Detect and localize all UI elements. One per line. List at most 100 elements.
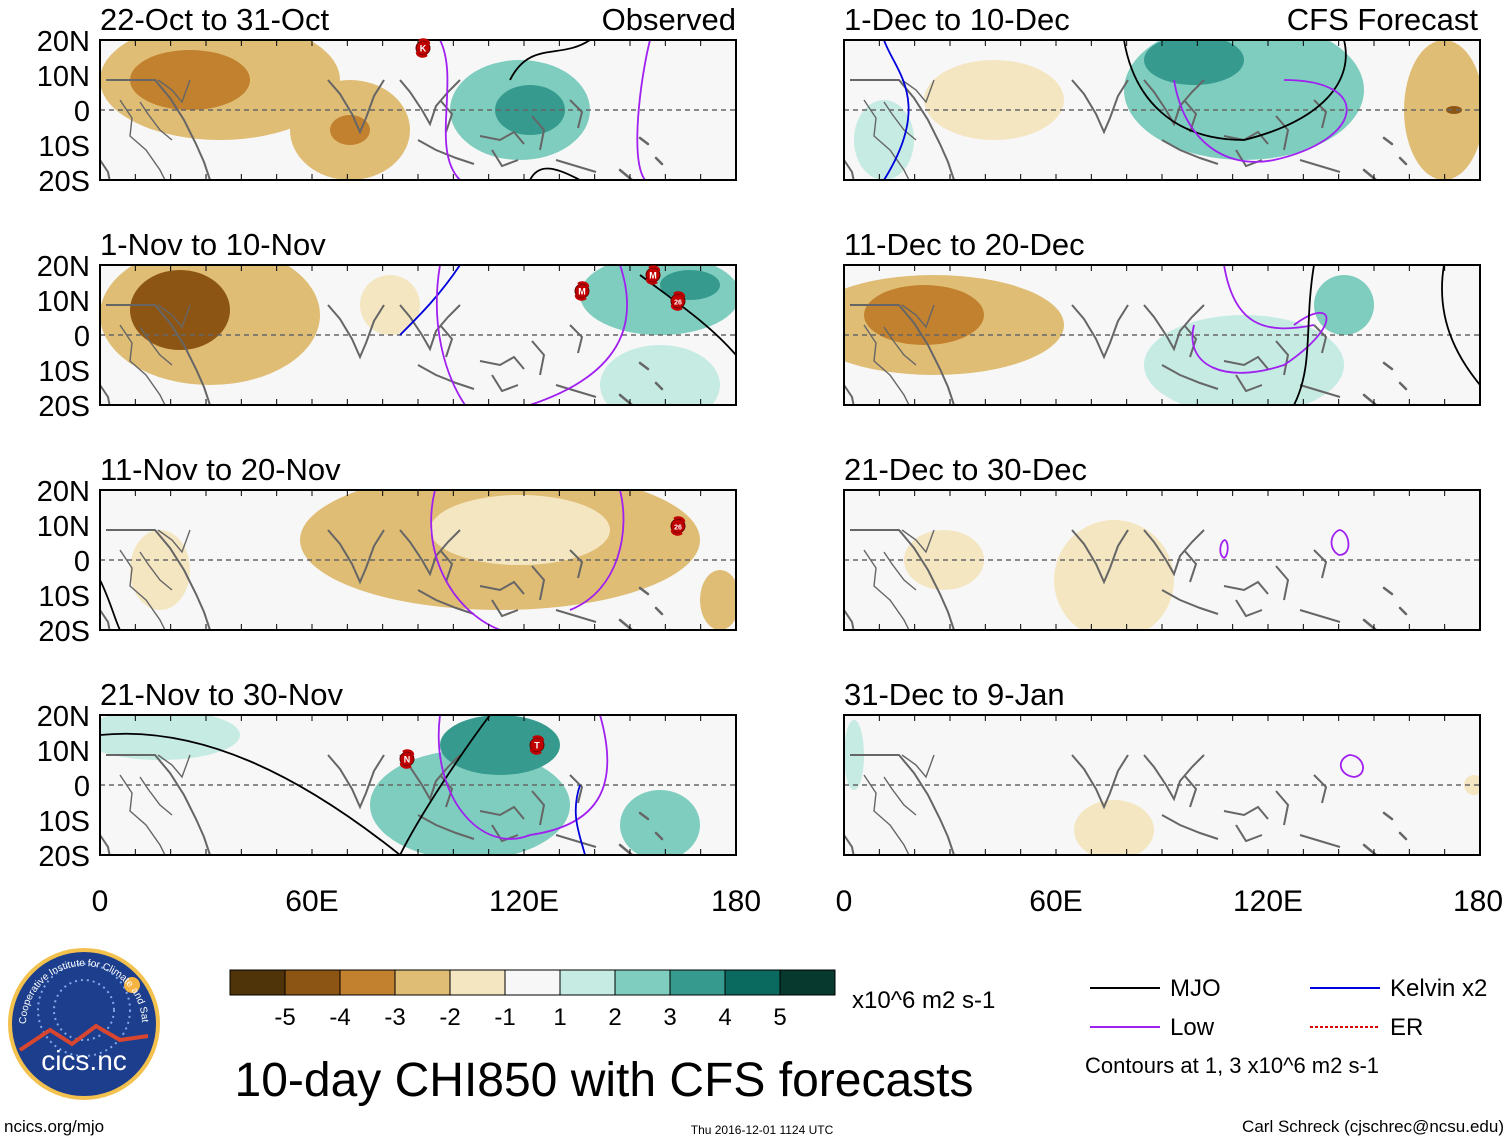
- colorbar-label: -5: [274, 1004, 295, 1031]
- anomaly-region: [580, 265, 736, 335]
- colorbar-label: -2: [439, 1004, 460, 1031]
- lat-label: 10N: [37, 736, 90, 768]
- lat-label: 0: [74, 771, 90, 803]
- anomaly-region: [440, 715, 560, 775]
- anomaly-region: [1144, 40, 1244, 85]
- lat-label: 10N: [37, 61, 90, 93]
- lon-label-left-0: 0: [92, 885, 109, 918]
- anomaly-region: [864, 285, 984, 345]
- colorbar-label: 5: [773, 1004, 786, 1031]
- storm-label: M: [578, 287, 586, 297]
- contour-line: [430, 490, 501, 630]
- colorbar-swatch: [229, 969, 286, 996]
- colorbar-swatch: [779, 969, 836, 996]
- anomaly-region: [1054, 520, 1174, 630]
- anomaly-field: [844, 720, 1480, 855]
- lat-label: 10N: [37, 511, 90, 543]
- colorbar-label: -4: [329, 1004, 350, 1031]
- lat-label: 0: [74, 546, 90, 578]
- contour-line: [1330, 529, 1350, 556]
- colorbar-label: 1: [553, 1004, 566, 1031]
- anomaly-region: [854, 100, 914, 180]
- colorbar-units: x10^6 m2 s-1: [852, 987, 995, 1014]
- panel-period-label: 11-Dec to 20-Dec: [844, 227, 1085, 262]
- anomaly-region: [1446, 106, 1462, 114]
- panel-period-label: 22-Oct to 31-Oct: [100, 2, 330, 37]
- anomaly-field: [100, 490, 736, 630]
- contour-line: [529, 265, 628, 405]
- contour-line: [1219, 539, 1229, 560]
- anomaly-region: [1314, 275, 1374, 335]
- anomaly-field: [100, 40, 736, 180]
- panel-period-label: 11-Nov to 20-Nov: [100, 452, 341, 487]
- anomaly-region: [1074, 800, 1154, 855]
- contour-line: [439, 40, 461, 180]
- colorbar-swatch: [559, 969, 616, 996]
- anomaly-region: [1464, 775, 1480, 795]
- colorbar-swatch: [284, 969, 341, 996]
- contour-line: [509, 40, 591, 81]
- contour-line: [399, 715, 491, 855]
- contour-line: [1123, 40, 1347, 141]
- colorbar-swatch: [504, 969, 561, 996]
- colorbar-label: -1: [494, 1004, 515, 1031]
- storm-label: M: [649, 271, 657, 281]
- lat-label: 10S: [38, 356, 90, 388]
- footer-credit: Carl Schreck (cjschrec@ncsu.edu): [1242, 1117, 1504, 1136]
- footer-url: ncics.org/mjo: [4, 1117, 104, 1136]
- panel-period-label: 21-Dec to 30-Dec: [844, 452, 1087, 487]
- anomaly-field: [844, 40, 1480, 180]
- contour-line: [437, 715, 609, 840]
- anomaly-region: [620, 790, 700, 855]
- colorbar-label: 4: [718, 1004, 731, 1031]
- lat-label: 20S: [38, 391, 90, 423]
- anomaly-region: [700, 570, 736, 630]
- storm-marker: 26: [670, 291, 686, 311]
- contour-line: [569, 490, 625, 611]
- storm-label: N: [404, 755, 411, 765]
- lon-label-right-60e: 60E: [1029, 885, 1082, 918]
- anomaly-field: [844, 265, 1480, 405]
- lat-label: 20S: [38, 616, 90, 648]
- lat-label: 20N: [37, 26, 90, 58]
- storm-label: 26: [674, 525, 682, 532]
- colorbar-swatch: [449, 969, 506, 996]
- map-panel-7: 21-Dec to 30-Dec: [843, 452, 1481, 631]
- lat-label: 10N: [37, 286, 90, 318]
- lat-label: 0: [74, 321, 90, 353]
- panel-period-label: 1-Nov to 10-Nov: [100, 227, 326, 262]
- legend-mjo-label: MJO: [1170, 975, 1221, 1002]
- colorbar-label: 3: [663, 1004, 676, 1031]
- contour-line: [1293, 265, 1315, 405]
- figure-title: 10-day CHI850 with CFS forecasts: [235, 1054, 974, 1107]
- colorbar-label: -3: [384, 1004, 405, 1031]
- forecast-header: CFS Forecast: [1287, 2, 1479, 37]
- contour-line: [399, 265, 461, 336]
- legend: MJO Kelvin x2 Low ER Contours at 1, 3 x1…: [1085, 975, 1487, 1078]
- anomaly-field: [844, 520, 1480, 630]
- storm-marker: M: [574, 281, 590, 301]
- lon-label-right-0: 0: [836, 885, 853, 918]
- lat-label: 0: [74, 96, 90, 128]
- legend-low-label: Low: [1170, 1014, 1215, 1041]
- colorbar-swatch: [614, 969, 671, 996]
- contour-line: [1223, 265, 1315, 330]
- colorbar: -5 -4 -3 -2 -1 1 2 3 4 5: [229, 969, 836, 1031]
- anomaly-region: [370, 750, 570, 855]
- anomaly-region: [130, 530, 190, 610]
- contour-line: [883, 40, 910, 180]
- lat-label: 10S: [38, 131, 90, 163]
- colorbar-swatch: [669, 969, 726, 996]
- anomaly-region: [130, 270, 230, 350]
- storm-label: T: [534, 741, 540, 751]
- storm-marker: K: [415, 38, 431, 58]
- storm-marker: 26: [670, 516, 686, 536]
- contour-line: [435, 265, 466, 405]
- contour-line: [1340, 754, 1364, 778]
- colorbar-swatch: [339, 969, 396, 996]
